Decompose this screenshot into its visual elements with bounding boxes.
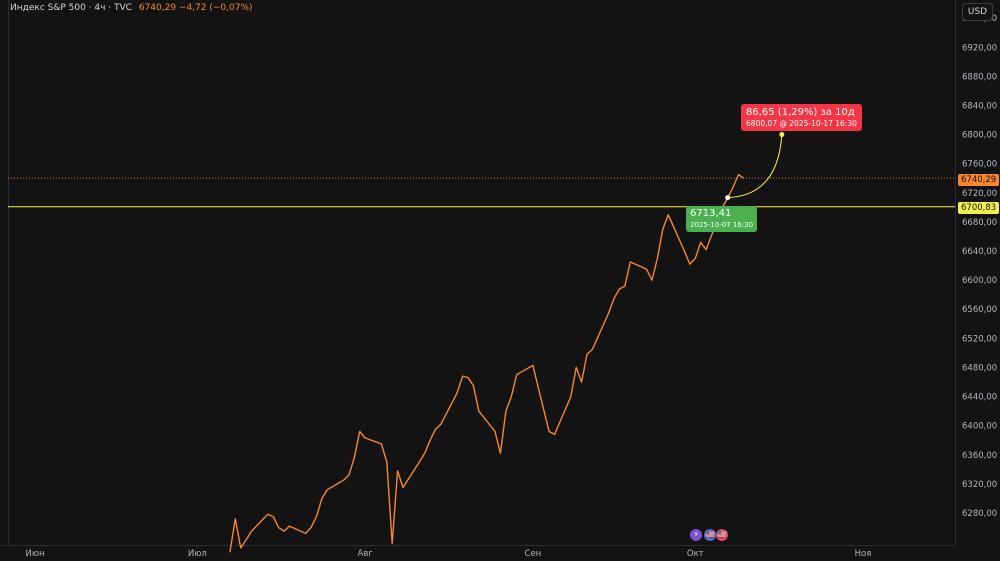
y-tick-label: 6840,00 — [962, 102, 997, 112]
measure-target-text: 6800,07 @ 2025-10-17 16:30 — [746, 119, 857, 128]
chart-legend: Индекс S&P 500 · 4ч · TVC 6740,29 −4,72 … — [10, 3, 253, 13]
y-tick-label: 6280,00 — [962, 509, 997, 519]
measure-end-point[interactable] — [779, 132, 785, 138]
measure-start-price: 6713,41 — [690, 208, 732, 219]
y-tick-label: 6440,00 — [962, 393, 997, 403]
us-flag-icon[interactable]: 🇺🇸 — [704, 529, 716, 541]
x-tick-label: Июл — [188, 549, 207, 559]
plot-area[interactable] — [0, 0, 955, 561]
x-tick-label: Июн — [26, 549, 45, 559]
y-tick-label: 6640,00 — [962, 247, 997, 257]
horizontal-line-price-tag: 6700,83 — [958, 202, 1000, 214]
y-tick-label: 6760,00 — [962, 160, 997, 170]
y-tick-label: 6880,00 — [962, 72, 997, 82]
x-tick-label: Сен — [525, 549, 542, 559]
measure-arc[interactable] — [727, 134, 783, 199]
x-tick-label: Окт — [687, 549, 704, 559]
measure-start-label[interactable]: 6713,41 2025-10-07 16:30 — [686, 206, 758, 232]
lightning-icon[interactable]: ⚡ — [690, 529, 702, 541]
y-tick-label: 6400,00 — [962, 422, 997, 432]
y-tick-label: 6360,00 — [962, 451, 997, 461]
time-axis[interactable]: Июн Июл Авг Сен Окт Ноя — [26, 549, 872, 559]
y-tick-label: 6720,00 — [962, 189, 997, 199]
measure-start-point[interactable] — [725, 195, 731, 201]
x-tick-label: Ноя — [855, 549, 872, 559]
series-layer — [8, 132, 955, 553]
y-tick-label: 6520,00 — [962, 334, 997, 344]
y-tick-label: 6920,00 — [962, 43, 997, 53]
measure-start-time: 2025-10-07 16:30 — [690, 221, 754, 229]
us-flag-icon[interactable]: 🇺🇸 — [716, 529, 728, 541]
measure-result-label[interactable]: 86,65 (1,29%) за 10д 6800,07 @ 2025-10-1… — [741, 104, 862, 131]
y-tick-label: 6680,00 — [962, 218, 997, 228]
measure-change-text: 86,65 (1,29%) за 10д — [746, 107, 855, 118]
x-tick-label: Авг — [358, 549, 374, 559]
y-tick-label: 6800,00 — [962, 131, 997, 141]
price-axis[interactable]: 6280,00 6320,00 6360,00 6400,00 6440,00 6480,… — [962, 14, 997, 519]
y-tick-label: 6600,00 — [962, 276, 997, 286]
y-tick-label: 6560,00 — [962, 305, 997, 315]
y-tick-label: 6480,00 — [962, 363, 997, 373]
currency-button[interactable]: USD — [962, 3, 993, 21]
legend-symbol: Индекс S&P 500 · 4ч · TVC — [10, 3, 132, 13]
last-price-tag: 6740,29 — [958, 174, 1000, 186]
legend-values: 6740,29 −4,72 (−0,07%) — [138, 3, 253, 13]
price-series-line[interactable] — [229, 173, 745, 553]
y-tick-label: 6320,00 — [962, 480, 997, 490]
